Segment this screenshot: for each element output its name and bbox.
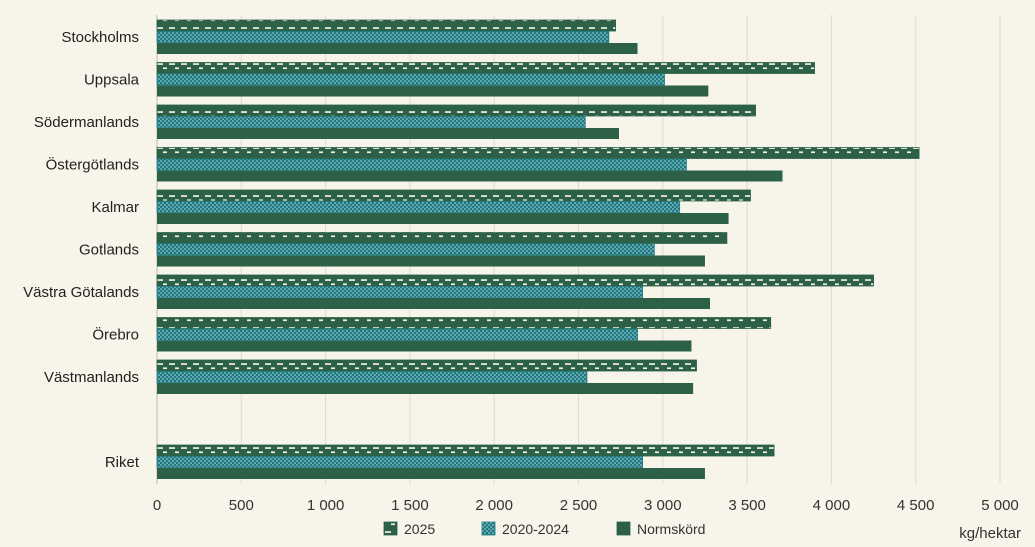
x-axis-ticks: 0 500 1 000 1 500 2 000 2 500 3 000 3 500 4 000 4…: [153, 497, 1019, 514]
x-tick-label: 0: [153, 497, 161, 514]
bar-2020-2024: [156, 73, 665, 86]
bar-2020-2024: [156, 456, 643, 468]
x-tick-label: 4 000: [813, 497, 851, 514]
category-label: Stockholms: [61, 29, 139, 46]
category-label: Örebro: [92, 326, 139, 344]
bar-2020-2024: [156, 201, 681, 213]
category-label: Västra Götalands: [23, 284, 139, 301]
x-tick-label: 4 500: [897, 497, 935, 514]
category-label: Gotlands: [79, 242, 139, 259]
legend-swatch: [383, 521, 398, 536]
category-label: Kalmar: [91, 199, 139, 216]
bar-normskörd: [157, 213, 729, 224]
x-tick-label: 5 000: [981, 497, 1019, 514]
bar-2025: [156, 189, 751, 202]
bar-2025: [156, 19, 616, 32]
x-tick-label: 3 000: [644, 497, 682, 514]
legend-label: 2025: [404, 521, 435, 537]
bar-2020-2024: [156, 31, 610, 43]
x-tick-label: 1 000: [307, 497, 345, 514]
bar-2020-2024: [156, 116, 586, 128]
category-label: Södermanlands: [34, 114, 139, 131]
bar-normskörd: [157, 170, 783, 182]
bar-2020-2024: [156, 286, 643, 298]
bar-2025: [156, 359, 697, 372]
bar-normskörd: [157, 340, 692, 352]
x-tick-label: 2 500: [560, 497, 598, 514]
bar-2020-2024: [156, 328, 638, 341]
category-label: Riket: [105, 454, 140, 471]
category-labels: Stockholms Uppsala Södermanlands Östergötla…: [23, 29, 140, 471]
legend-swatch: [481, 521, 496, 536]
bar-normskörd: [157, 383, 694, 394]
bar-2025: [156, 232, 728, 244]
bar-normskörd: [157, 255, 705, 267]
bar-2025: [156, 274, 874, 287]
bar-2025: [156, 104, 756, 117]
bar-normskörd: [157, 85, 709, 97]
x-tick-label: 1 500: [391, 497, 429, 514]
x-tick-label: 2 000: [475, 497, 513, 514]
bar-normskörd: [157, 43, 638, 54]
x-tick-label: 500: [229, 497, 254, 514]
legend-label: 2020-2024: [502, 521, 569, 537]
legend-swatch: [616, 521, 631, 536]
bar-2025: [156, 444, 775, 457]
bar-2025: [156, 147, 920, 159]
bar-2025: [156, 317, 772, 329]
x-tick-label: 3 500: [728, 497, 766, 514]
bar-2020-2024: [156, 158, 687, 171]
bar-2020-2024: [156, 371, 588, 383]
x-axis-unit-label: kg/hektar: [959, 525, 1021, 542]
bar-normskörd: [157, 128, 619, 139]
bar-2020-2024: [156, 243, 655, 256]
legend-label: Normskörd: [637, 521, 705, 537]
bar-normskörd: [157, 298, 711, 309]
legend: 2025 2020-2024 Normskörd: [383, 521, 705, 537]
category-label: Västmanlands: [44, 369, 139, 386]
bar-2025: [156, 62, 815, 74]
category-label: Uppsala: [84, 72, 140, 89]
category-label: Östergötlands: [46, 156, 139, 174]
bar-normskörd: [157, 468, 705, 479]
bar-layer: [156, 19, 920, 479]
